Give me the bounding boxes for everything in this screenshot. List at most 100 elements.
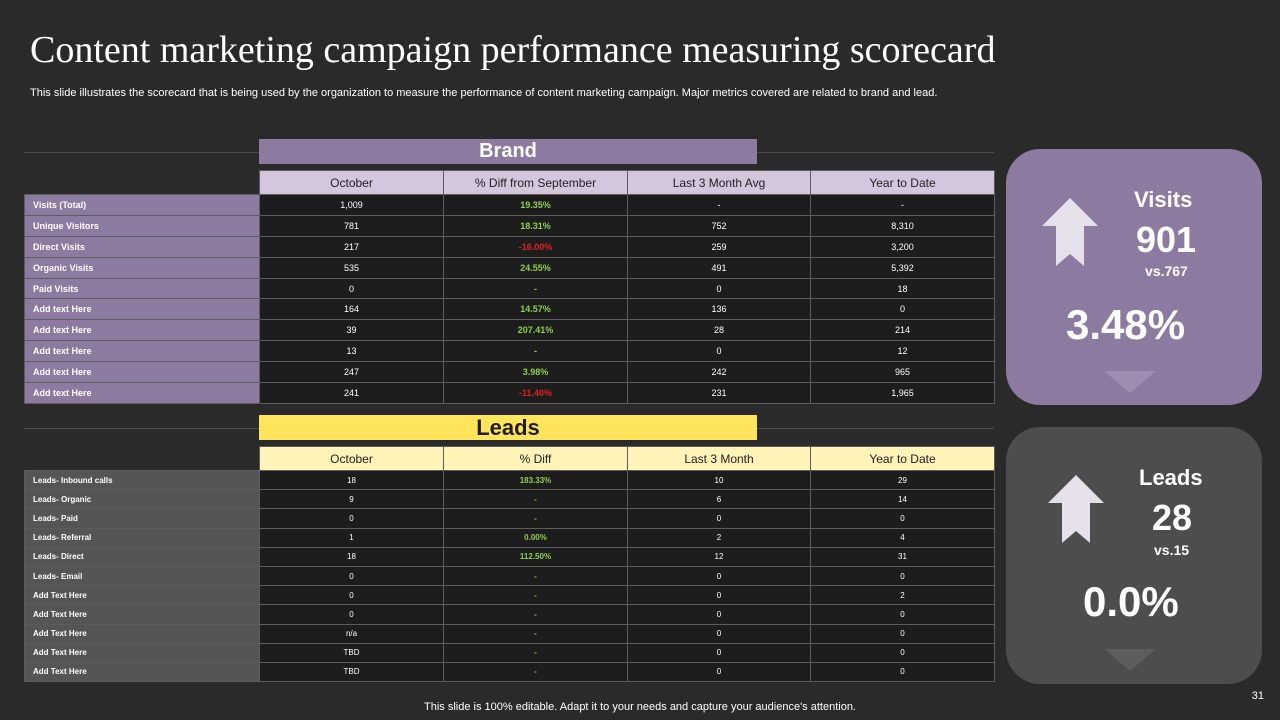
footer-note: This slide is 100% editable. Adapt it to… xyxy=(424,701,856,713)
cell-last3: 0 xyxy=(627,585,811,606)
cell-last3: 0 xyxy=(627,565,811,587)
row-label: Visits (Total) xyxy=(24,194,260,216)
row-label: Leads- Email xyxy=(24,565,260,587)
cell-october: 0 xyxy=(259,508,444,529)
visits-card-title: Visits xyxy=(1134,187,1193,212)
table-row: Visits (Total) 1,009 19.35% - - xyxy=(24,194,995,216)
table-row: Add Text Here 0-0 2 xyxy=(24,585,995,606)
leads-header-row: October % Diff Last 3 Month Year to Date xyxy=(25,446,995,471)
cell-diff: 3.98% xyxy=(443,361,628,384)
cell-diff: - xyxy=(443,277,628,300)
cell-ytd: 214 xyxy=(810,319,995,342)
row-label: Add text Here xyxy=(24,361,260,384)
brand-banner: Brand xyxy=(259,139,757,164)
cell-october: n/a xyxy=(259,623,444,644)
cell-last3: 0 xyxy=(627,661,811,683)
cell-diff: - xyxy=(443,661,628,683)
cell-ytd: 4 xyxy=(810,527,995,548)
column-header: October xyxy=(259,170,444,195)
column-header: Last 3 Month xyxy=(627,446,811,471)
cell-avg: 0 xyxy=(627,340,811,363)
cell-diff: 14.57% xyxy=(443,298,628,321)
table-row: Leads- Paid 0-0 0 xyxy=(24,508,995,529)
cell-october: 0 xyxy=(259,277,444,300)
cell-diff: - xyxy=(443,623,628,644)
table-row: Add text Here 164 14.57% 136 0 xyxy=(24,298,995,321)
row-label: Organic Visits xyxy=(24,256,260,279)
cell-diff: 207.41% xyxy=(443,319,628,342)
leads-card: Leads 28 vs.15 0.0% xyxy=(1006,427,1262,684)
leads-card-comparison: vs.15 xyxy=(1154,542,1190,558)
row-label: Leads- Inbound calls xyxy=(24,469,260,491)
row-label: Leads- Paid xyxy=(24,508,260,529)
cell-ytd: 0 xyxy=(810,661,995,683)
table-row: Add Text Here 0-0 0 xyxy=(24,604,995,625)
table-row: Add Text Here TBD -0 0 xyxy=(24,642,995,663)
cell-october: 18 xyxy=(259,546,444,567)
row-label: Unique Visitors xyxy=(24,214,260,237)
visits-card-comparison: vs.767 xyxy=(1145,263,1188,279)
slide-subtitle: This slide illustrates the scorecard tha… xyxy=(30,87,938,99)
cell-avg: 28 xyxy=(627,319,811,342)
cell-last3: 6 xyxy=(627,489,811,510)
cell-ytd: 29 xyxy=(810,469,995,491)
cell-diff: 24.55% xyxy=(443,256,628,279)
table-row: Add text Here 39 207.41% 28 214 xyxy=(24,319,995,342)
row-label: Add text Here xyxy=(24,298,260,321)
cell-diff: - xyxy=(443,489,628,510)
row-label: Add Text Here xyxy=(24,585,260,606)
cell-ytd: 0 xyxy=(810,298,995,321)
cell-diff: 112.50% xyxy=(443,546,628,567)
column-header: October xyxy=(259,446,444,471)
cell-october: 0 xyxy=(259,585,444,606)
table-row: Add text Here 13-0 12 xyxy=(24,340,995,363)
chevron-down-icon xyxy=(1104,371,1156,393)
cell-ytd: 2 xyxy=(810,585,995,606)
brand-table: October % Diff from September Last 3 Mon… xyxy=(24,170,995,404)
visits-card-value: 901 xyxy=(1136,219,1197,260)
cell-ytd: 31 xyxy=(810,546,995,567)
cell-diff: - xyxy=(443,604,628,625)
cell-last3: 2 xyxy=(627,527,811,548)
cell-ytd: 0 xyxy=(810,604,995,625)
leads-table: October % Diff Last 3 Month Year to Date… xyxy=(24,446,995,683)
table-row: Paid Visits 0-0 18 xyxy=(24,277,995,300)
cell-diff: - xyxy=(443,585,628,606)
up-arrow-icon xyxy=(1042,198,1098,266)
table-row: Organic Visits 535 24.55% 491 5,392 xyxy=(24,256,995,279)
cell-october: 9 xyxy=(259,489,444,510)
table-row: Add text Here 241 -11.40% 231 1,965 xyxy=(24,382,995,404)
table-row: Unique Visitors 781 18.31% 752 8,310 xyxy=(24,214,995,237)
cell-october: TBD xyxy=(259,642,444,663)
column-header: Year to Date xyxy=(810,170,995,195)
cell-avg: 259 xyxy=(627,235,811,258)
cell-diff: - xyxy=(443,642,628,663)
cell-avg: 242 xyxy=(627,361,811,384)
table-row: Leads- Inbound calls 18 183.33% 10 29 xyxy=(24,469,995,491)
cell-ytd: 0 xyxy=(810,642,995,663)
cell-october: 39 xyxy=(259,319,444,342)
header-blank-cell xyxy=(25,171,260,195)
cell-october: 535 xyxy=(259,256,444,279)
leads-card-percent: 0.0% xyxy=(1083,578,1179,625)
cell-last3: 0 xyxy=(627,642,811,663)
cell-ytd: 8,310 xyxy=(810,214,995,237)
cell-diff: -16.00% xyxy=(443,235,628,258)
page-number: 31 xyxy=(1251,690,1264,702)
leads-card-title: Leads xyxy=(1139,465,1203,490)
cell-diff: 0.00% xyxy=(443,527,628,548)
slide-title: Content marketing campaign performance m… xyxy=(30,29,996,71)
table-row: Add Text Here n/a -0 0 xyxy=(24,623,995,644)
cell-october: 781 xyxy=(259,214,444,237)
cell-diff: 18.31% xyxy=(443,214,628,237)
up-arrow-icon xyxy=(1048,475,1104,543)
cell-ytd: 0 xyxy=(810,623,995,644)
header-blank-cell xyxy=(25,447,260,471)
cell-october: TBD xyxy=(259,661,444,683)
row-label: Paid Visits xyxy=(24,277,260,300)
cell-last3: 0 xyxy=(627,623,811,644)
cell-avg: - xyxy=(627,194,811,216)
cell-last3: 10 xyxy=(627,469,811,491)
cell-october: 18 xyxy=(259,469,444,491)
table-row: Leads- Referral 1 0.00% 2 4 xyxy=(24,527,995,548)
